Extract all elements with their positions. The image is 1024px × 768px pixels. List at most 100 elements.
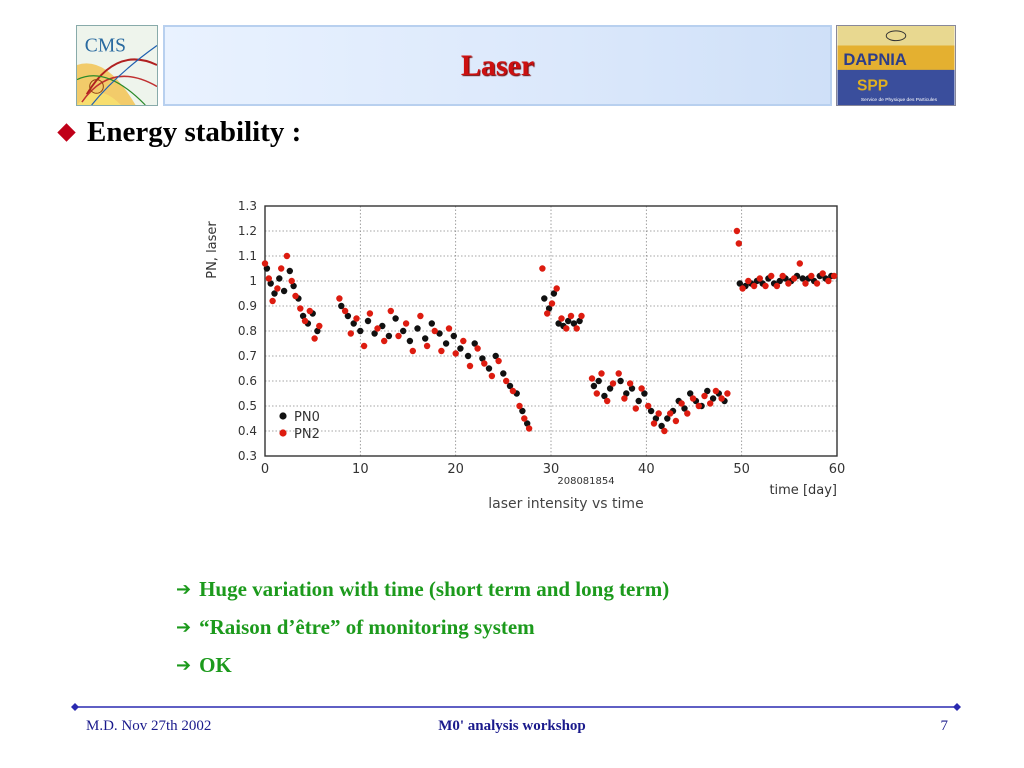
note-text: OK: [199, 652, 232, 677]
data-point-pn2: [830, 272, 838, 280]
data-point-pn2: [750, 282, 758, 290]
data-point-pn2: [632, 405, 639, 412]
data-point-pn2: [762, 282, 769, 290]
x-tick-label: 20: [447, 462, 464, 477]
data-point-pn2: [553, 285, 560, 292]
data-point-pn2: [785, 280, 792, 287]
y-axis-label: PN, laser: [205, 221, 220, 279]
data-point-pn0: [628, 385, 636, 392]
data-point-pn2: [288, 277, 295, 285]
data-point-pn0: [550, 290, 558, 297]
data-point-pn0: [623, 390, 630, 397]
data-point-pn2: [488, 372, 496, 380]
data-point-pn2: [445, 325, 453, 332]
data-point-pn2: [409, 347, 416, 355]
spp-logo-caption: Service de Physique des Particules: [861, 97, 938, 103]
data-point-pn0: [400, 327, 407, 335]
data-point-pn0: [799, 275, 806, 282]
laser-stability-chart: 0.3 0.4 0.5 0.6 0.7 0.8 0.9 1 1.1 1.2 1.3 0 10 20 30 4…: [205, 199, 845, 512]
data-point-pn0: [492, 352, 499, 360]
x-tick-label: 50: [733, 462, 750, 477]
data-point-pn0: [658, 422, 665, 430]
data-point-pn2: [423, 342, 431, 350]
data-point-pn2: [578, 312, 585, 320]
data-point-pn0: [286, 267, 293, 275]
data-point-pn2: [655, 410, 662, 417]
data-point-pn2: [353, 315, 360, 322]
diamond-bullet-icon: [57, 123, 76, 142]
data-point-pn2: [678, 400, 685, 407]
footer-event: M0' analysis workshop: [438, 718, 586, 734]
data-point-pn2: [609, 380, 617, 387]
data-point-pn0: [647, 407, 655, 415]
y-tick-label: 0.7: [238, 349, 257, 363]
data-point-pn2: [779, 272, 786, 280]
data-point-pn0: [595, 377, 602, 385]
data-point-pn2: [366, 310, 374, 317]
x-tick-label: 10: [352, 462, 369, 477]
data-point-pn0: [635, 397, 642, 405]
data-point-pn2: [417, 312, 424, 320]
data-point-pn2: [626, 380, 634, 387]
data-point-pn0: [664, 415, 671, 422]
data-point-pn0: [436, 330, 443, 337]
chart-caption: laser intensity vs time: [488, 496, 643, 512]
right-arrow-icon: ➔: [176, 616, 192, 638]
data-point-pn2: [567, 312, 575, 320]
data-point-pn0: [299, 312, 307, 320]
y-tick-labels: 0.3 0.4 0.5 0.6 0.7 0.8 0.9 1 1.1 1.2 1.3: [238, 199, 257, 463]
y-tick-label: 1.1: [238, 249, 257, 263]
data-point-pn2: [336, 295, 343, 302]
data-point-pn2: [495, 357, 502, 365]
data-point-pn0: [276, 275, 283, 282]
x-tick-label: 0: [261, 462, 269, 477]
data-point-pn2: [667, 410, 674, 417]
notes-list: ➔ Huge variation with time (short term a…: [176, 570, 669, 684]
data-point-pn2: [645, 402, 652, 410]
data-point-pn0: [290, 282, 297, 290]
data-point-pn2: [695, 402, 702, 410]
data-point-pn2: [347, 330, 354, 337]
y-tick-label: 0.5: [238, 399, 257, 413]
data-point-pn2: [563, 325, 570, 332]
data-point-pn0: [379, 322, 386, 330]
data-point-pn0: [500, 370, 507, 377]
data-point-pn0: [506, 382, 514, 390]
data-point-pn0: [422, 335, 429, 342]
data-point-pn0: [524, 420, 531, 427]
data-point-pn2: [360, 342, 368, 350]
data-point-pn2: [733, 227, 741, 235]
data-point-pn0: [776, 277, 783, 285]
data-point-pn0: [344, 312, 352, 320]
data-point-pn2: [503, 377, 510, 385]
data-point-pn2: [615, 370, 622, 377]
dapnia-logo: DAPNIA SPP Service de Physique des Parti…: [836, 25, 956, 106]
data-point-pn2: [588, 375, 596, 382]
data-point-pn2: [621, 395, 628, 402]
data-point-pn2: [509, 387, 517, 395]
data-point-pn0: [545, 305, 553, 312]
data-point-pn2: [261, 260, 269, 267]
data-point-pn0: [736, 280, 743, 287]
data-point-pn0: [314, 327, 321, 335]
data-point-pn0: [709, 395, 717, 402]
x-tick-label: 30: [543, 462, 560, 477]
data-point-pn2: [707, 400, 714, 407]
data-point-pn2: [283, 252, 291, 260]
legend-label: PN2: [294, 427, 320, 442]
data-point-pn2: [802, 280, 809, 287]
data-point-pn0: [392, 315, 399, 322]
data-point-pn0: [450, 332, 457, 340]
data-point-pn0: [271, 290, 278, 297]
data-point-pn0: [652, 415, 660, 422]
y-tick-label: 0.9: [238, 299, 257, 313]
data-point-pn2: [672, 417, 680, 425]
x-axis-label: time [day]: [769, 483, 837, 498]
data-point-pn2: [316, 322, 323, 330]
data-point-pn2: [374, 325, 381, 332]
data-point-pn2: [395, 332, 402, 340]
data-point-pn0: [406, 337, 414, 345]
data-point-pn2: [689, 395, 697, 402]
data-point-pn2: [269, 297, 276, 305]
data-point-pn0: [687, 390, 694, 397]
